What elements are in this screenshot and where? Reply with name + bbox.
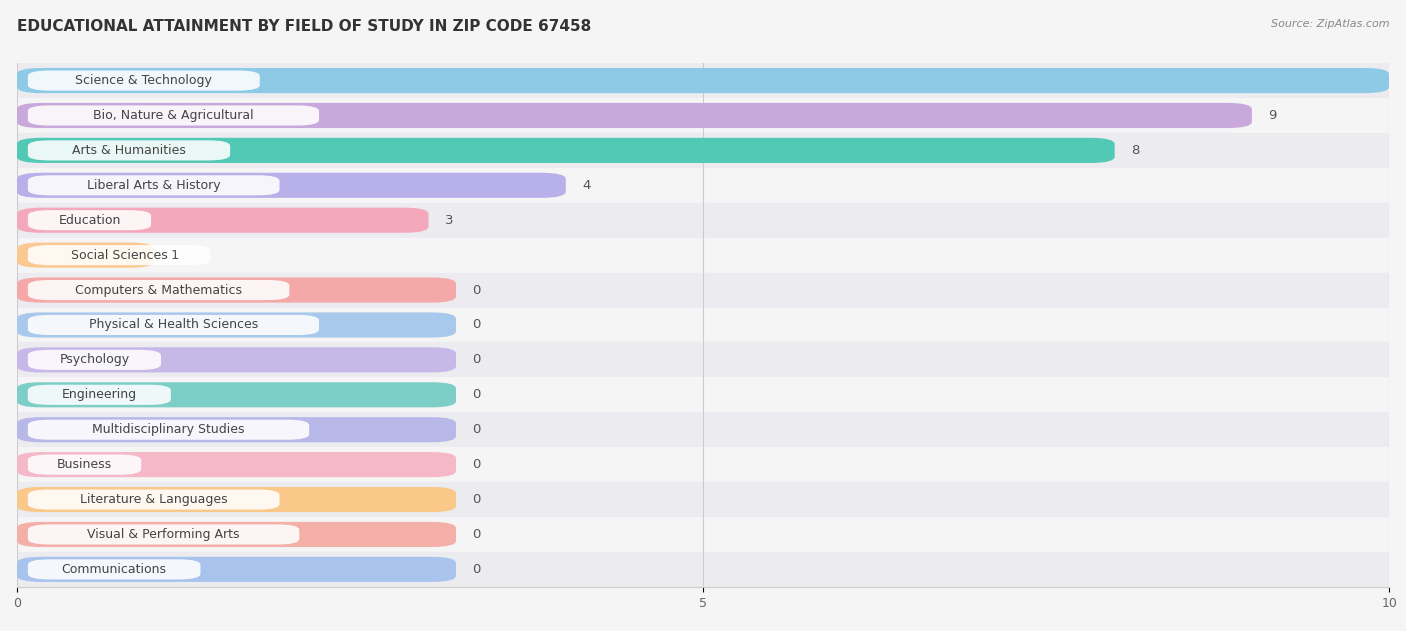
- Text: 0: 0: [472, 283, 481, 297]
- Text: 0: 0: [472, 493, 481, 506]
- Text: 0: 0: [472, 528, 481, 541]
- FancyBboxPatch shape: [28, 385, 172, 405]
- FancyBboxPatch shape: [28, 524, 299, 545]
- FancyBboxPatch shape: [28, 210, 150, 230]
- Text: 0: 0: [472, 388, 481, 401]
- Bar: [17, 447, 1389, 482]
- Text: 0: 0: [472, 563, 481, 576]
- FancyBboxPatch shape: [17, 103, 1251, 128]
- Text: EDUCATIONAL ATTAINMENT BY FIELD OF STUDY IN ZIP CODE 67458: EDUCATIONAL ATTAINMENT BY FIELD OF STUDY…: [17, 19, 591, 34]
- FancyBboxPatch shape: [17, 452, 456, 477]
- FancyBboxPatch shape: [28, 105, 319, 126]
- Text: 8: 8: [1132, 144, 1139, 157]
- Bar: [17, 412, 1389, 447]
- Bar: [17, 98, 1389, 133]
- Bar: [17, 482, 1389, 517]
- Text: Psychology: Psychology: [59, 353, 129, 367]
- Bar: [17, 343, 1389, 377]
- FancyBboxPatch shape: [17, 173, 565, 198]
- Text: Business: Business: [58, 458, 112, 471]
- Text: Education: Education: [58, 214, 121, 227]
- FancyBboxPatch shape: [28, 350, 160, 370]
- Text: 0: 0: [472, 458, 481, 471]
- Text: Liberal Arts & History: Liberal Arts & History: [87, 179, 221, 192]
- Bar: [17, 273, 1389, 307]
- Text: 9: 9: [1268, 109, 1277, 122]
- FancyBboxPatch shape: [17, 278, 456, 303]
- FancyBboxPatch shape: [28, 559, 201, 579]
- FancyBboxPatch shape: [28, 420, 309, 440]
- FancyBboxPatch shape: [17, 487, 456, 512]
- FancyBboxPatch shape: [17, 417, 456, 442]
- Text: Science & Technology: Science & Technology: [76, 74, 212, 87]
- Bar: [17, 307, 1389, 343]
- FancyBboxPatch shape: [28, 140, 231, 160]
- Text: Engineering: Engineering: [62, 388, 136, 401]
- Text: Literature & Languages: Literature & Languages: [80, 493, 228, 506]
- FancyBboxPatch shape: [28, 490, 280, 510]
- FancyBboxPatch shape: [17, 522, 456, 547]
- FancyBboxPatch shape: [28, 280, 290, 300]
- FancyBboxPatch shape: [28, 454, 141, 475]
- FancyBboxPatch shape: [17, 382, 456, 408]
- FancyBboxPatch shape: [28, 71, 260, 91]
- FancyBboxPatch shape: [17, 347, 456, 372]
- Text: Visual & Performing Arts: Visual & Performing Arts: [87, 528, 240, 541]
- Text: Social Sciences: Social Sciences: [70, 249, 167, 262]
- Text: Computers & Mathematics: Computers & Mathematics: [75, 283, 242, 297]
- Bar: [17, 238, 1389, 273]
- Text: 0: 0: [472, 319, 481, 331]
- FancyBboxPatch shape: [17, 208, 429, 233]
- FancyBboxPatch shape: [17, 68, 1389, 93]
- Bar: [17, 168, 1389, 203]
- Bar: [17, 63, 1389, 98]
- Bar: [17, 552, 1389, 587]
- Text: Arts & Humanities: Arts & Humanities: [72, 144, 186, 157]
- FancyBboxPatch shape: [28, 175, 280, 196]
- Text: Bio, Nature & Agricultural: Bio, Nature & Agricultural: [93, 109, 253, 122]
- Text: Source: ZipAtlas.com: Source: ZipAtlas.com: [1271, 19, 1389, 29]
- Text: 0: 0: [472, 423, 481, 436]
- FancyBboxPatch shape: [17, 138, 1115, 163]
- FancyBboxPatch shape: [28, 315, 319, 335]
- Text: Communications: Communications: [62, 563, 167, 576]
- Bar: [17, 377, 1389, 412]
- FancyBboxPatch shape: [17, 242, 155, 268]
- FancyBboxPatch shape: [17, 312, 456, 338]
- Bar: [17, 203, 1389, 238]
- FancyBboxPatch shape: [28, 245, 211, 265]
- FancyBboxPatch shape: [17, 557, 456, 582]
- Bar: [17, 133, 1389, 168]
- Text: 1: 1: [170, 249, 179, 262]
- Text: Physical & Health Sciences: Physical & Health Sciences: [89, 319, 259, 331]
- Text: 3: 3: [446, 214, 454, 227]
- Text: 4: 4: [582, 179, 591, 192]
- Text: 0: 0: [472, 353, 481, 367]
- Text: Multidisciplinary Studies: Multidisciplinary Studies: [93, 423, 245, 436]
- Bar: [17, 517, 1389, 552]
